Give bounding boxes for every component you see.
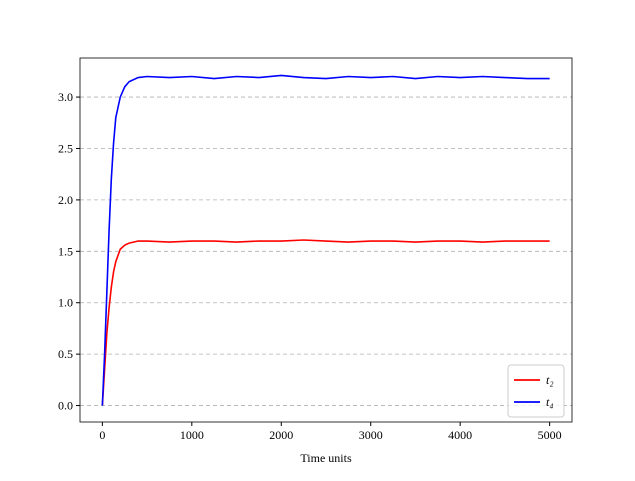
y-tick-label: 0.5: [58, 347, 73, 361]
y-tick-label: 2.0: [58, 193, 73, 207]
y-tick-label: 3.0: [58, 90, 73, 104]
plot-frame: [79, 57, 573, 423]
x-tick-label: 1000: [180, 428, 204, 442]
series-line: [101, 74, 550, 406]
x-tick-label: 3000: [359, 428, 383, 442]
x-tick-label: 2000: [269, 428, 293, 442]
legend-label: t₂: [546, 373, 554, 387]
y-tick-label: 1.0: [58, 296, 73, 310]
legend-label: t₄: [546, 395, 554, 409]
x-axis-label: Time units: [300, 451, 352, 465]
legend-box: [507, 364, 565, 418]
x-tick-label: 4000: [448, 428, 472, 442]
y-tick-label: 0.0: [58, 399, 73, 413]
x-tick-label: 0: [99, 428, 105, 442]
x-tick-label: 5000: [538, 428, 562, 442]
series-line: [101, 239, 550, 406]
y-tick-label: 1.5: [58, 244, 73, 258]
y-tick-label: 2.5: [58, 141, 73, 155]
